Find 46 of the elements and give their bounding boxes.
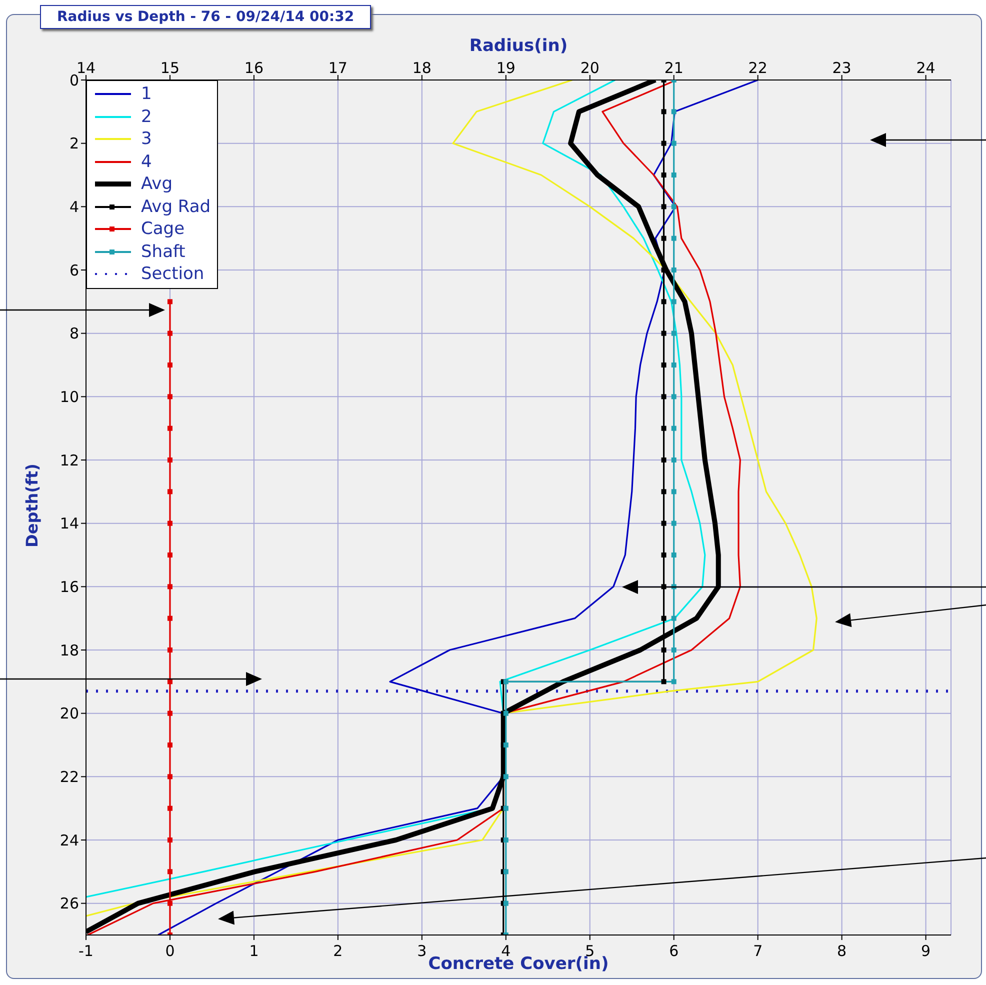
legend-label: Avg Rad	[141, 196, 211, 217]
x-tick-label: 15	[160, 59, 180, 77]
y-tick-label: 20	[60, 704, 79, 723]
x2-tick-label: 6	[669, 942, 679, 960]
y-tick-label: 6	[69, 261, 79, 280]
legend-label: 1	[141, 84, 152, 104]
y-tick-label: 14	[60, 514, 79, 533]
legend-label: Avg	[141, 174, 172, 194]
y-axis-title: Depth(ft)	[22, 462, 42, 549]
x2-tick-label: -1	[78, 942, 94, 960]
x-tick-label: 22	[748, 59, 768, 77]
x2-tick-label: 9	[921, 942, 931, 960]
x-tick-label: 16	[244, 59, 264, 77]
y-tick-label: 0	[69, 71, 79, 90]
legend-label: Cage	[141, 219, 185, 240]
y-tick-label: 4	[69, 198, 79, 216]
y-tick-label: 12	[60, 451, 79, 470]
y-tick-label: 18	[60, 641, 79, 660]
x2-tick-label: 1	[249, 942, 259, 960]
legend-label: 4	[141, 152, 152, 172]
x2-tick-label: 7	[753, 942, 763, 960]
y-tick-label: 24	[60, 831, 79, 850]
x-tick-label: 24	[916, 59, 936, 77]
y-tick-label: 16	[60, 578, 79, 596]
legend-label: 3	[141, 129, 152, 150]
y-tick-label: 10	[60, 388, 79, 406]
x-tick-label: 19	[496, 59, 516, 77]
x2-tick-label: 2	[333, 942, 343, 960]
x-tick-label: 21	[664, 59, 684, 77]
chart-title: Radius vs Depth - 76 - 09/24/14 00:32	[40, 5, 372, 29]
x2-tick-label: 3	[417, 942, 427, 960]
legend-label: 2	[141, 106, 152, 127]
y-tick-label: 2	[69, 134, 79, 153]
x2-tick-label: 4	[501, 942, 511, 960]
x-tick-label: 18	[412, 59, 432, 77]
x-axis-title: Radius(in)	[468, 36, 569, 56]
x-tick-label: 20	[580, 59, 600, 77]
x2-tick-label: 8	[837, 942, 847, 960]
legend-label: Shaft	[141, 242, 186, 262]
y-tick-label: 8	[69, 324, 79, 343]
legend-label: Section	[141, 264, 204, 284]
x-tick-label: 23	[832, 59, 852, 77]
y-tick-label: 22	[60, 768, 79, 786]
x2-tick-label: 0	[165, 942, 175, 960]
x-tick-label: 17	[328, 59, 348, 77]
y-tick-label: 26	[60, 894, 79, 913]
